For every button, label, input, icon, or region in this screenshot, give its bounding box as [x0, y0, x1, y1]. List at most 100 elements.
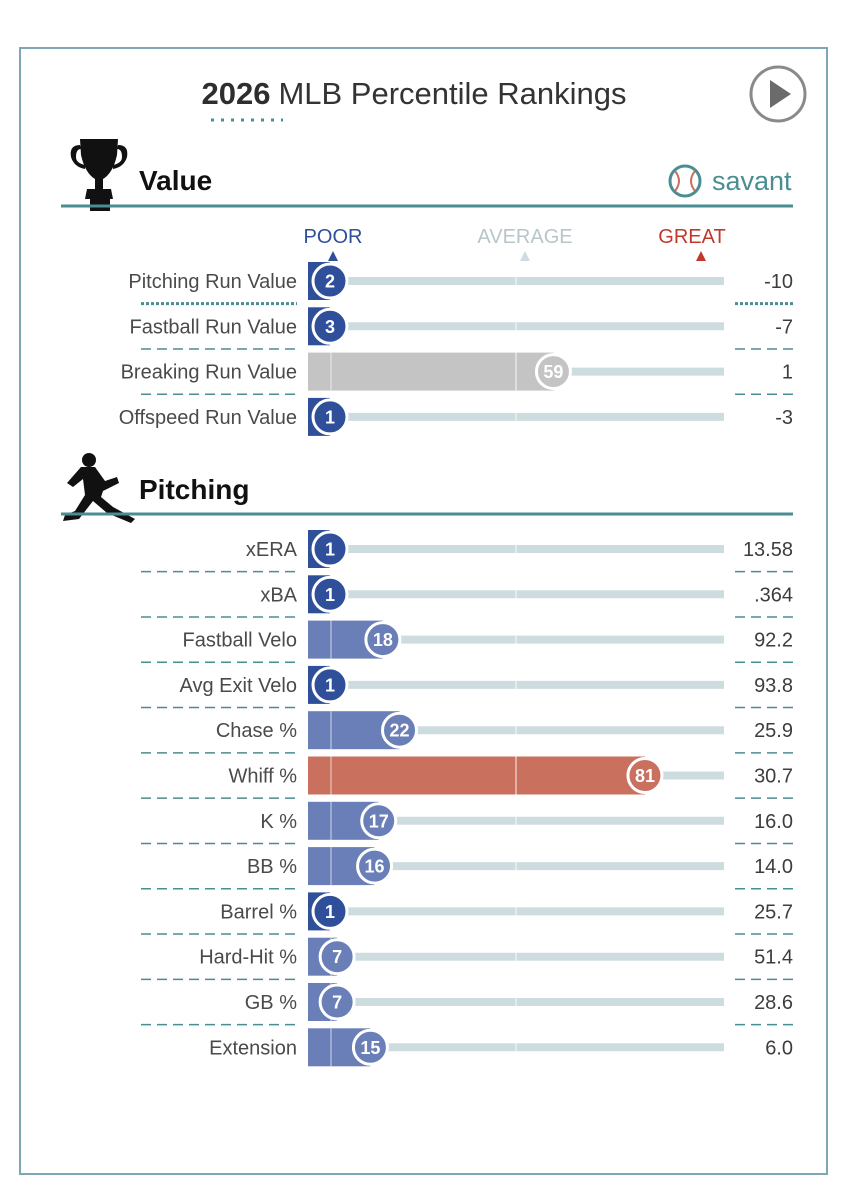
percentile-value: 2 [325, 272, 335, 292]
percentile-value: 22 [390, 721, 410, 741]
percentile-bubble [534, 353, 572, 391]
metric-value: 14.0 [754, 856, 793, 878]
percentile-value: 1 [325, 675, 335, 695]
percentile-value: 16 [365, 857, 385, 877]
savant-wordmark: savant [712, 166, 792, 196]
metric-label: K % [260, 811, 297, 833]
percentile-bubble [311, 892, 349, 930]
percentile-bubble [318, 983, 356, 1021]
percentile-value: 1 [325, 585, 335, 605]
metric-label: Offspeed Run Value [119, 407, 297, 429]
percentile-value: 3 [325, 317, 335, 337]
percentile-value: 1 [325, 407, 335, 427]
percentile-value: 17 [369, 811, 389, 831]
percentile-row: 15 Extension 6.0 [209, 1028, 793, 1067]
metric-value: 1 [782, 362, 793, 384]
metric-label: Chase % [216, 720, 297, 742]
percentile-row: 3 Fastball Run Value -7 [130, 307, 793, 350]
metric-value: 28.6 [754, 992, 793, 1014]
metric-label: xERA [246, 539, 298, 561]
percentile-value: 1 [325, 902, 335, 922]
percentile-value: 81 [635, 766, 655, 786]
percentile-bubble [356, 847, 394, 885]
scale-poor-marker [328, 251, 338, 261]
percentile-row: 17 K % 16.0 [141, 801, 793, 845]
metric-label: Pitching Run Value [128, 271, 297, 293]
metric-label: xBA [260, 584, 297, 606]
metric-value: -7 [775, 316, 793, 338]
metric-value: 25.9 [754, 720, 793, 742]
play-icon [770, 80, 791, 108]
percentile-value: 59 [543, 362, 563, 382]
metric-value: 92.2 [754, 630, 793, 652]
metric-label: Fastball Velo [182, 630, 297, 652]
metric-label: Barrel % [220, 901, 297, 923]
percentile-row: 16 BB % 14.0 [141, 847, 793, 890]
metric-value: .364 [754, 584, 793, 606]
percentile-value: 15 [360, 1038, 380, 1058]
percentile-row: 1 Offspeed Run Value -3 [119, 397, 793, 436]
metric-value: 30.7 [754, 766, 793, 788]
scale-poor-label: POOR [304, 226, 363, 248]
percentile-bubble [311, 262, 349, 300]
percentile-chart: 2026 MLB Percentile Rankings Value savant… [61, 65, 807, 1067]
percentile-bubble [311, 530, 349, 568]
percentile-bubble [364, 621, 402, 659]
percentile-bubble [311, 307, 349, 345]
percentile-row: 59 Breaking Run Value 1 [121, 352, 793, 395]
metric-label: GB % [245, 992, 297, 1014]
scale-great-label: GREAT [658, 226, 725, 248]
metric-label: Hard-Hit % [199, 947, 297, 969]
percentile-row: 22 Chase % 25.9 [141, 711, 793, 754]
metric-value: 16.0 [754, 811, 793, 833]
percentile-row: 1 Barrel % 25.7 [141, 892, 793, 935]
percentile-row: 18 Fastball Velo 92.2 [141, 620, 793, 663]
percentile-value: 7 [332, 993, 342, 1013]
metric-label: Fastball Run Value [130, 316, 298, 338]
metric-value: 13.58 [743, 539, 793, 561]
percentile-bubble [626, 757, 664, 794]
play-button[interactable] [749, 65, 807, 123]
section-title-value: Value [139, 165, 212, 196]
percentile-bar [308, 756, 645, 795]
percentile-card: 2026 MLB Percentile Rankings Value savant… [19, 47, 828, 1175]
percentile-row: 7 Hard-Hit % 51.4 [141, 937, 793, 981]
percentile-bubble [318, 938, 356, 976]
scale-great-marker [696, 251, 706, 261]
savant-logo: savant [668, 164, 792, 198]
percentile-row: 1 xBA .364 [141, 575, 793, 618]
percentile-row: 1 xERA 13.58 [141, 530, 793, 573]
percentile-row: 2 Pitching Run Value -10 [128, 262, 793, 306]
metric-value: 6.0 [765, 1037, 793, 1059]
percentile-bar [308, 352, 554, 391]
section-title-pitching: Pitching [139, 474, 249, 505]
percentile-bubble [311, 575, 349, 613]
metric-value: 25.7 [754, 901, 793, 923]
title-year: 2026 [201, 76, 270, 111]
percentile-bubble [311, 398, 349, 436]
metric-value: 93.8 [754, 675, 793, 697]
chart-title: 2026 MLB Percentile Rankings [201, 76, 626, 111]
percentile-value: 7 [332, 947, 342, 967]
metric-value: 51.4 [754, 947, 793, 969]
percentile-bubble [381, 711, 419, 749]
percentile-bubble [351, 1028, 389, 1066]
percentile-rows: 2 Pitching Run Value -10 3 Fastball Run Valu… [119, 262, 793, 1067]
percentile-bubble [360, 802, 398, 840]
scale-average-label: AVERAGE [477, 226, 572, 248]
trophy-icon [70, 139, 128, 211]
pitcher-icon [63, 453, 135, 523]
metric-value: -10 [764, 271, 793, 293]
percentile-bubble [311, 666, 349, 704]
scale-average-marker [520, 251, 530, 261]
baseball-icon [668, 164, 702, 198]
metric-label: Avg Exit Velo [180, 675, 297, 697]
metric-value: -3 [775, 407, 793, 429]
percentile-value: 1 [325, 540, 335, 560]
metric-label: Extension [209, 1037, 297, 1059]
metric-label: Whiff % [228, 766, 297, 788]
title-text: MLB Percentile Rankings [278, 76, 626, 111]
percentile-value: 18 [373, 630, 393, 650]
percentile-row: 7 GB % 28.6 [141, 983, 793, 1026]
percentile-row: 81 Whiff % 30.7 [141, 756, 793, 799]
